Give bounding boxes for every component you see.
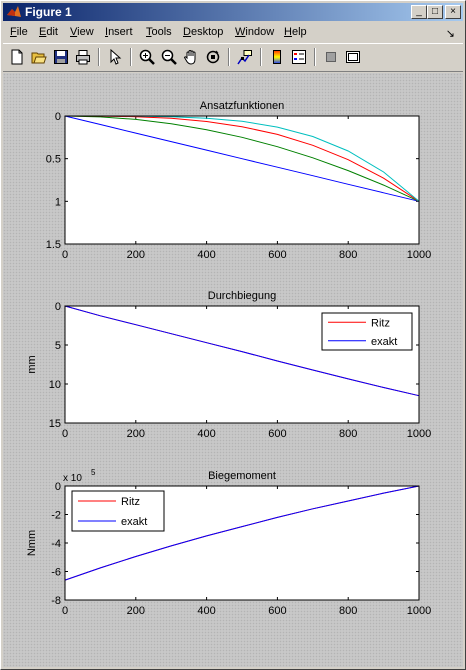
- menu-help[interactable]: Help: [284, 26, 307, 38]
- x-tick-label: 200: [127, 605, 145, 617]
- x-tick-label: 1000: [407, 428, 431, 440]
- legend-label: Ritz: [121, 496, 140, 508]
- subplot-2: 0 200 400 600 800 1000 0 5 10 15 Durchbiegung mm Rit…: [26, 290, 431, 440]
- series-line-1: [64, 115, 420, 202]
- legend-label: exakt: [371, 336, 397, 348]
- axes-frame: [64, 305, 420, 424]
- x-tick-label: 800: [339, 605, 357, 617]
- chart-title: Durchbiegung: [208, 290, 277, 302]
- menu-bar: File Edit View Insert Tools Desktop Wind…: [3, 23, 463, 42]
- y-tick-label: -4: [51, 538, 61, 550]
- toolbar-separator: [314, 48, 316, 66]
- toolbar-separator: [228, 48, 230, 66]
- toolbar-separator: [130, 48, 132, 66]
- maximize-button[interactable]: □: [427, 5, 443, 19]
- x-tick-label: 600: [268, 249, 286, 261]
- y-exponent-label: x 10: [63, 473, 82, 484]
- close-button[interactable]: ×: [445, 5, 461, 19]
- y-tick-label: 5: [55, 340, 61, 352]
- title-bar[interactable]: Figure 1 _ □ ×: [3, 3, 463, 21]
- menu-desktop[interactable]: Desktop: [183, 26, 224, 38]
- print-icon[interactable]: [73, 47, 93, 67]
- subplot-1: 0 200 400 600 800 1000 0 0.5 1 1.5 Ansatzfunktione…: [46, 100, 432, 261]
- menu-tools[interactable]: Tools: [146, 26, 172, 38]
- x-tick-label: 400: [197, 605, 215, 617]
- axes-frame: [64, 485, 420, 601]
- minimize-button[interactable]: _: [411, 5, 427, 19]
- y-tick-label: -6: [51, 567, 61, 579]
- x-tick-label: 800: [339, 249, 357, 261]
- save-icon[interactable]: [51, 47, 71, 67]
- menu-edit[interactable]: Edit: [39, 26, 58, 38]
- edit-plot-arrow-icon[interactable]: [105, 47, 125, 67]
- rotate-3d-icon[interactable]: [203, 47, 223, 67]
- toolbar-separator: [260, 48, 262, 66]
- legend-box: [321, 312, 413, 351]
- x-tick-label: 1000: [407, 249, 431, 261]
- open-file-icon[interactable]: [29, 47, 49, 67]
- axes-frame: [64, 115, 420, 245]
- series-line-2: [64, 115, 420, 202]
- y-tick-label: 10: [49, 379, 61, 391]
- y-tick-label: 0: [55, 481, 61, 493]
- y-axis-label: mm: [26, 355, 38, 373]
- legend: Ritz exakt: [71, 490, 165, 532]
- y-tick-label: 15: [49, 418, 61, 430]
- figure-toolbar: [3, 43, 463, 72]
- y-exponent-value: 5: [91, 468, 96, 477]
- series-line-2: [64, 485, 420, 581]
- figure-canvas: 0 200 400 600 800 1000 0 0.5 1 1.5 Ansatzfunktione…: [3, 73, 463, 667]
- x-tick-label: 800: [339, 428, 357, 440]
- y-tick-label: 1: [55, 196, 61, 208]
- menu-view[interactable]: View: [70, 26, 94, 38]
- chart-title: Ansatzfunktionen: [200, 100, 284, 112]
- matlab-logo-icon: [7, 6, 21, 17]
- y-axis-label: Nmm: [26, 530, 38, 556]
- legend-label: Ritz: [371, 317, 390, 329]
- chart-title: Biegemoment: [208, 470, 276, 482]
- new-figure-icon[interactable]: [7, 47, 27, 67]
- window-title: Figure 1: [25, 5, 72, 19]
- x-tick-label: 200: [127, 249, 145, 261]
- toolbar-separator: [98, 48, 100, 66]
- data-cursor-icon[interactable]: [235, 47, 255, 67]
- x-tick-label: 0: [62, 605, 68, 617]
- hide-plot-tools-icon[interactable]: [321, 47, 341, 67]
- axes-background: [65, 116, 419, 244]
- x-tick-label: 0: [62, 428, 68, 440]
- colorbar-icon[interactable]: [267, 47, 287, 67]
- y-tick-label: 0: [55, 111, 61, 123]
- dock-arrow-icon[interactable]: ↘: [445, 28, 455, 40]
- plot-area: 0 200 400 600 800 100000.511.5Ansatzfunktione…: [26, 100, 432, 617]
- legend: Ritz exakt: [321, 312, 413, 351]
- legend-icon[interactable]: [289, 47, 309, 67]
- zoom-out-icon[interactable]: [159, 47, 179, 67]
- x-tick-label: 200: [127, 428, 145, 440]
- pan-hand-icon[interactable]: [181, 47, 201, 67]
- subplot-3: 0 200 400 600 800 1000 0 -2 -4 -6 -8 Biegemoment Nmm…: [26, 468, 431, 617]
- x-tick-label: 1000: [407, 605, 431, 617]
- show-plot-tools-icon[interactable]: [343, 47, 363, 67]
- series-line-2: [64, 305, 420, 397]
- y-tick-label: -2: [51, 510, 61, 522]
- x-tick-label: 400: [197, 249, 215, 261]
- legend-label: exakt: [121, 516, 147, 528]
- y-tick-label: 0.5: [46, 154, 61, 166]
- x-tick-label: 400: [197, 428, 215, 440]
- x-tick-label: 600: [268, 428, 286, 440]
- y-tick-label: 1.5: [46, 239, 61, 251]
- menu-file[interactable]: File: [10, 26, 28, 38]
- menu-window[interactable]: Window: [235, 26, 275, 38]
- zoom-in-icon[interactable]: [137, 47, 157, 67]
- y-tick-label: -8: [51, 595, 61, 607]
- legend-box: [71, 490, 165, 532]
- x-tick-label: 600: [268, 605, 286, 617]
- y-tick-label: 0: [55, 301, 61, 313]
- x-tick-label: 0: [62, 249, 68, 261]
- menu-insert[interactable]: Insert: [105, 26, 133, 38]
